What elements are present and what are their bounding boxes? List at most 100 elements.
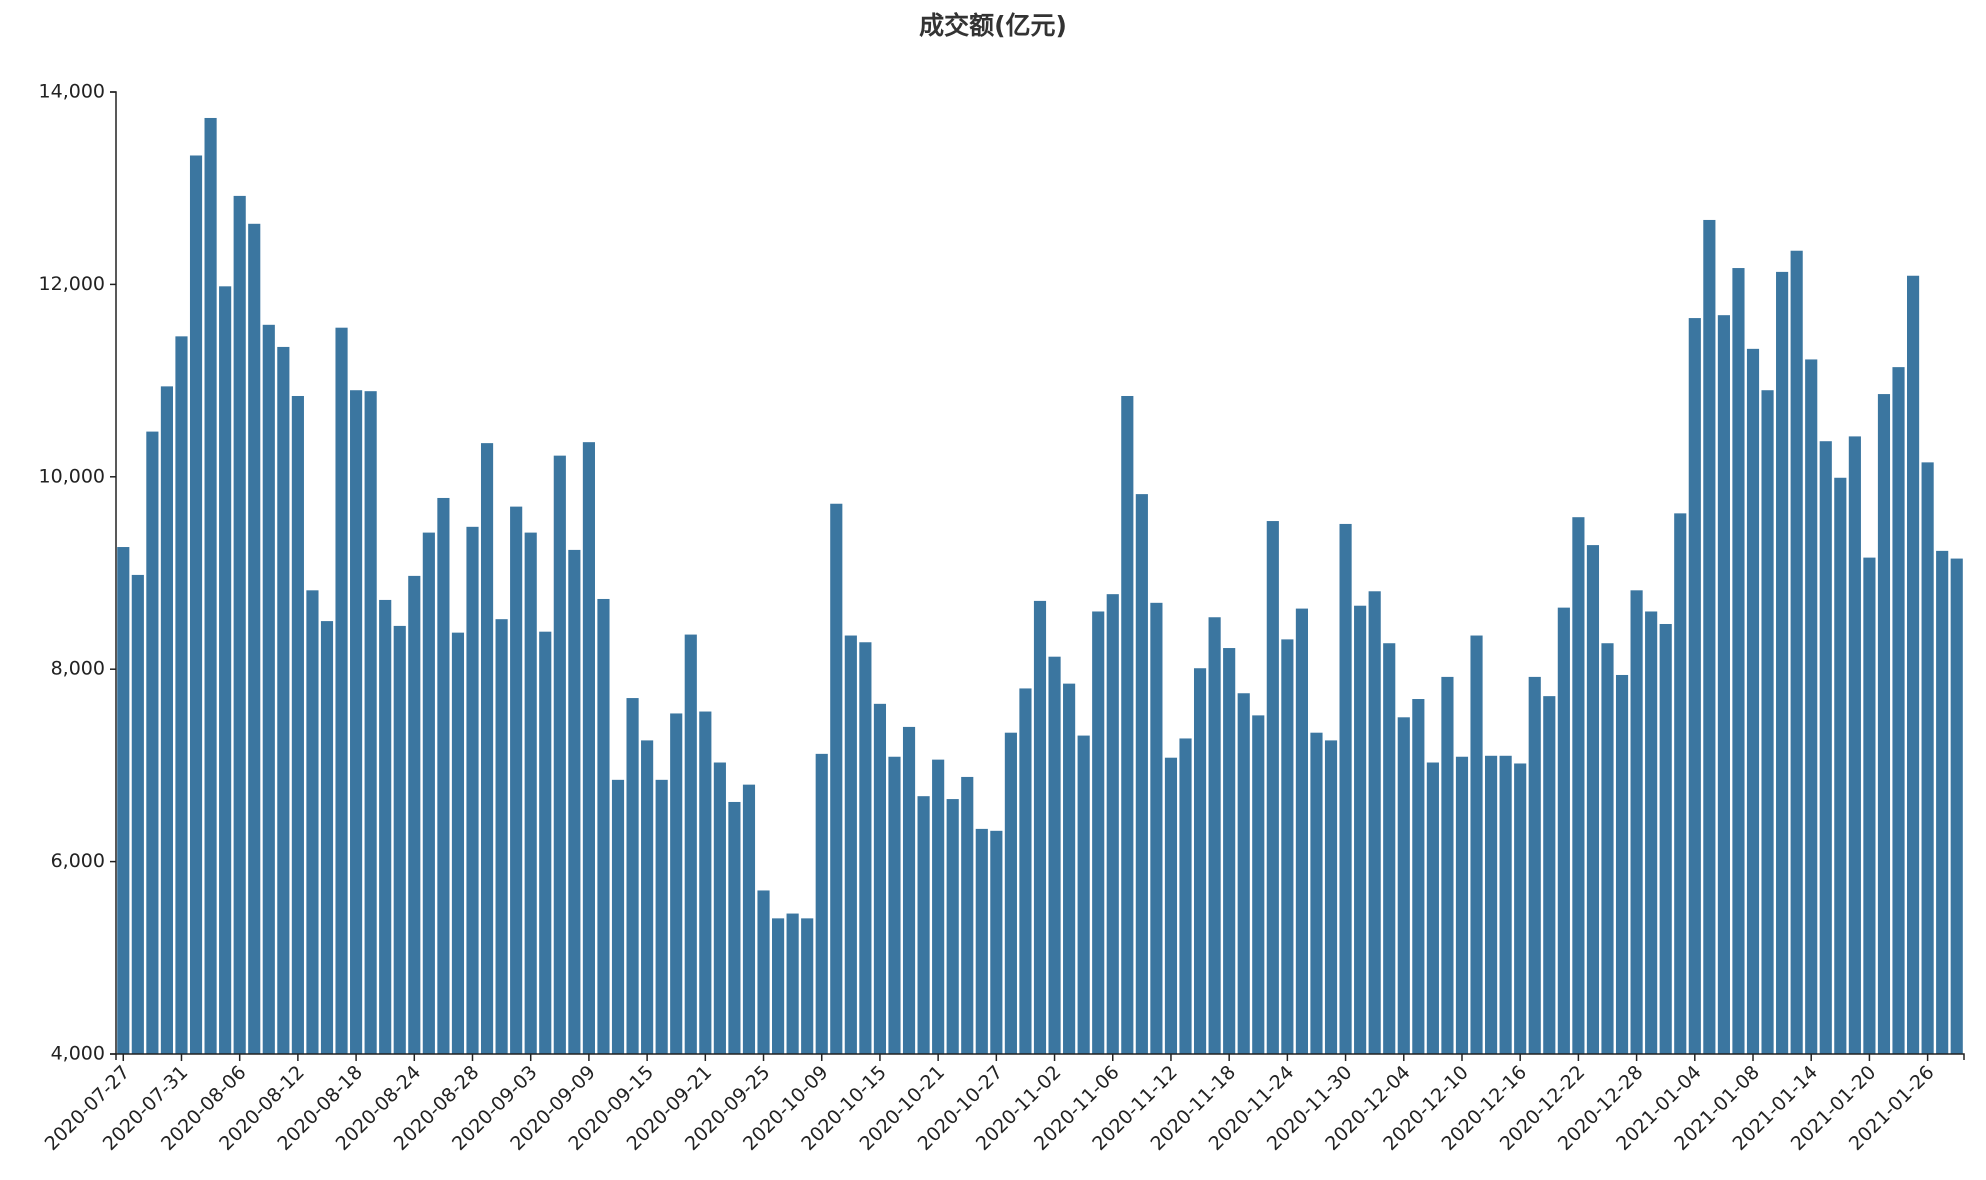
bar [1907, 275, 1920, 1054]
bar [1732, 268, 1745, 1054]
y-tick-label: 12,000 [39, 273, 105, 295]
bar [553, 455, 566, 1054]
bar [1776, 271, 1789, 1054]
bar [772, 918, 785, 1054]
bar [1950, 558, 1963, 1054]
bar [1368, 591, 1381, 1054]
bar [1674, 513, 1687, 1054]
bar [932, 759, 945, 1054]
bar [815, 753, 828, 1054]
bar [1848, 436, 1861, 1054]
bar [859, 642, 872, 1054]
bar [1077, 735, 1090, 1054]
bar [393, 625, 406, 1054]
bar [1135, 494, 1148, 1054]
bar [1412, 699, 1425, 1054]
bar-series [117, 117, 1963, 1055]
x-axis: 2020-07-272020-07-312020-08-062020-08-12… [41, 1053, 1965, 1155]
bar [480, 443, 494, 1054]
bar [1746, 348, 1760, 1055]
bar [1150, 602, 1163, 1054]
bar [233, 195, 246, 1054]
bar [1179, 738, 1192, 1054]
bar [888, 756, 901, 1054]
bar [1339, 523, 1352, 1054]
bar [1397, 717, 1410, 1054]
bar [510, 506, 523, 1054]
bar [641, 740, 654, 1054]
bar [539, 631, 552, 1054]
bar [306, 590, 319, 1054]
bar [1383, 643, 1396, 1054]
bar [684, 634, 697, 1054]
bar [1310, 732, 1323, 1054]
bar [582, 442, 595, 1054]
bar [1572, 517, 1585, 1054]
bar [1048, 656, 1061, 1054]
bar [466, 526, 479, 1054]
y-tick-label: 14,000 [39, 81, 105, 103]
bar [990, 830, 1003, 1054]
bar [422, 532, 435, 1054]
bar [655, 779, 668, 1054]
bar [1877, 394, 1891, 1054]
bar [830, 503, 843, 1054]
bar [1834, 477, 1847, 1054]
bar [1819, 441, 1832, 1055]
bar [408, 575, 421, 1054]
bar [1645, 611, 1658, 1054]
bar [961, 776, 974, 1054]
y-axis-line [110, 91, 117, 1055]
bar [975, 828, 988, 1054]
bar [1761, 390, 1774, 1055]
bar [1499, 755, 1512, 1054]
bar [1601, 643, 1614, 1054]
bar [1790, 250, 1803, 1055]
y-tick-label: 10,000 [39, 465, 105, 487]
bar [1252, 715, 1265, 1054]
bar [1033, 600, 1047, 1054]
bar [262, 324, 275, 1054]
bar [1514, 763, 1527, 1054]
bar [1805, 359, 1818, 1054]
bar [1659, 623, 1672, 1054]
bar [277, 346, 290, 1054]
bar [946, 799, 959, 1054]
y-tick-label: 6,000 [51, 850, 105, 872]
bar [713, 762, 726, 1054]
bar [1266, 521, 1279, 1054]
bar [1324, 740, 1338, 1054]
bar [1455, 756, 1469, 1054]
bar [626, 698, 639, 1054]
bar [146, 431, 159, 1055]
bar [335, 327, 348, 1054]
bar [524, 532, 537, 1054]
bar [1106, 594, 1119, 1054]
bar [248, 223, 261, 1055]
bar [1281, 639, 1294, 1054]
y-axis: 4,000 6,000 8,000 10,000 12,000 14,000 [39, 81, 117, 1065]
bar [917, 796, 930, 1054]
bar [1004, 732, 1017, 1054]
bar [1936, 550, 1949, 1054]
bar [117, 547, 130, 1054]
bar [1557, 607, 1570, 1054]
bar [364, 391, 377, 1054]
bar [757, 890, 770, 1054]
bar [1892, 367, 1905, 1054]
bar [1092, 611, 1105, 1054]
bar [175, 336, 188, 1055]
bar [699, 711, 712, 1054]
y-tick-label: 4,000 [51, 1043, 105, 1065]
bar [204, 117, 217, 1055]
bar [1630, 590, 1643, 1054]
bar [1223, 648, 1236, 1054]
bar [597, 598, 610, 1054]
bar [568, 549, 581, 1054]
bar [844, 635, 857, 1054]
bar [1121, 395, 1134, 1054]
bar [1354, 605, 1367, 1054]
bar [1063, 683, 1076, 1054]
bar [1237, 693, 1250, 1054]
